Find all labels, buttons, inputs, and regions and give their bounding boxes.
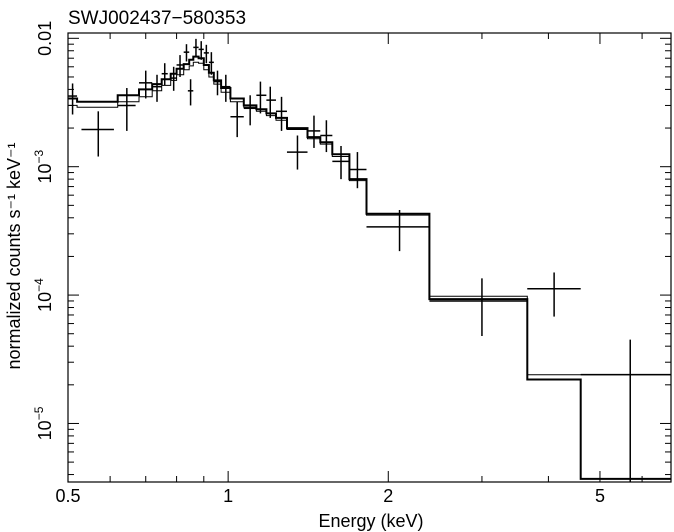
data-point xyxy=(286,135,308,170)
model-step-thin xyxy=(68,61,671,376)
model-step-thick xyxy=(68,55,671,480)
data-point xyxy=(221,74,231,102)
data-point xyxy=(152,74,162,102)
data-point xyxy=(68,83,78,115)
data-point xyxy=(170,66,177,91)
data-point xyxy=(198,41,204,60)
y-tick-label: 10−5 xyxy=(32,406,55,440)
data-point xyxy=(349,152,367,189)
data-point xyxy=(213,70,222,96)
data-point xyxy=(208,52,214,75)
data-point xyxy=(580,339,671,482)
plot-frame xyxy=(67,32,672,483)
data-point xyxy=(193,38,199,57)
y-tick-label: 0.01 xyxy=(35,21,55,56)
data-point xyxy=(230,101,244,138)
data-point xyxy=(266,86,276,118)
data-point xyxy=(332,145,350,180)
data-point xyxy=(320,120,333,153)
x-tick-label: 5 xyxy=(595,486,605,506)
data-point xyxy=(176,55,184,77)
data-point xyxy=(243,95,257,126)
data-point xyxy=(161,63,168,86)
y-tick-label: 10−3 xyxy=(32,150,55,184)
data-point xyxy=(275,96,287,131)
data-point xyxy=(429,278,528,337)
data-point xyxy=(139,70,153,99)
x-tick-label: 1 xyxy=(223,486,233,506)
x-axis-label: Energy (keV) xyxy=(318,511,423,531)
data-point xyxy=(81,111,114,157)
x-tick-label: 0.5 xyxy=(55,486,80,506)
data-point xyxy=(183,44,190,62)
data-point xyxy=(366,209,430,252)
y-tick-label: 10−4 xyxy=(32,278,55,312)
y-axis-label: normalized counts s⁻¹ keV⁻¹ xyxy=(4,142,24,369)
data-point xyxy=(527,272,581,317)
data-point xyxy=(187,79,194,106)
data-point xyxy=(256,81,267,114)
chart-title: SWJ002437−580353 xyxy=(68,8,246,29)
data-point xyxy=(307,115,321,148)
data-point xyxy=(117,88,136,131)
x-tick-label: 2 xyxy=(383,486,393,506)
data-point xyxy=(203,44,209,64)
